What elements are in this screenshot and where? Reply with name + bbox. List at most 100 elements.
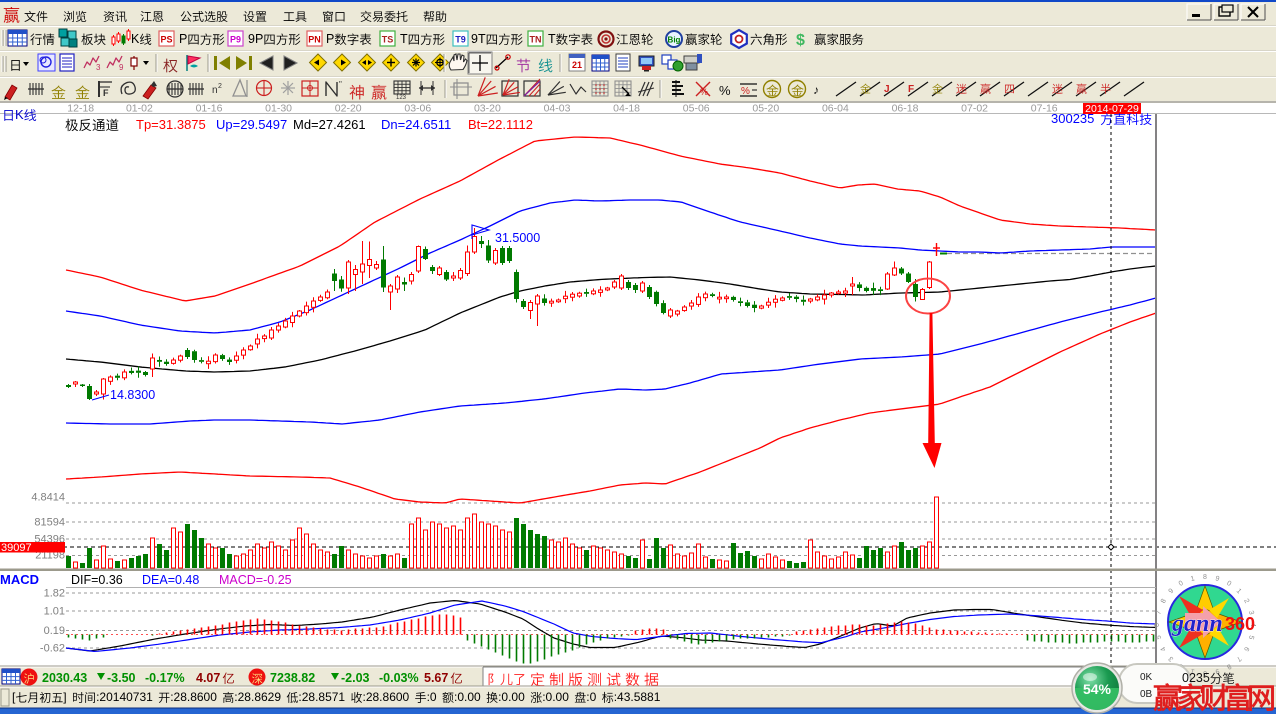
svg-text:9: 9 — [1168, 588, 1176, 596]
svg-text:0B: 0B — [1140, 689, 1153, 700]
svg-text:TN: TN — [530, 35, 542, 45]
svg-text:03-06: 03-06 — [404, 103, 431, 115]
svg-text:P: P — [179, 32, 187, 46]
svg-text:1: 1 — [1190, 667, 1196, 675]
svg-text:T9: T9 — [455, 35, 466, 45]
svg-text:06-18: 06-18 — [892, 103, 919, 115]
svg-text:-0.03%: -0.03% — [379, 671, 419, 685]
svg-text::43.5881: :43.5881 — [614, 690, 661, 704]
svg-text:Bt=22.1112: Bt=22.1112 — [468, 117, 533, 132]
svg-text:1: 1 — [1190, 575, 1196, 583]
svg-text::28.8629: :28.8629 — [234, 690, 281, 704]
svg-text:%: % — [700, 87, 708, 97]
svg-text:07-16: 07-16 — [1031, 103, 1058, 115]
svg-text:%: % — [741, 86, 750, 97]
svg-text:8: 8 — [1203, 574, 1207, 581]
svg-text:21: 21 — [572, 60, 582, 70]
svg-text:54%: 54% — [1083, 681, 1112, 697]
svg-text:F: F — [908, 84, 914, 95]
svg-text:K: K — [15, 107, 24, 122]
svg-text:": " — [339, 80, 342, 89]
svg-text:39097: 39097 — [1, 542, 32, 554]
svg-text:Md=27.4261: Md=27.4261 — [293, 117, 366, 132]
svg-text:DEA=0.48: DEA=0.48 — [142, 573, 199, 587]
svg-text:P9: P9 — [230, 35, 241, 45]
svg-text:%: % — [719, 83, 731, 98]
svg-text:0235: 0235 — [1182, 671, 1210, 685]
svg-text:-0.17%: -0.17% — [145, 671, 185, 685]
svg-text:-3.50: -3.50 — [107, 671, 136, 685]
svg-text:Dn=24.6511: Dn=24.6511 — [381, 117, 451, 132]
svg-text:2: 2 — [218, 83, 222, 90]
svg-text:4: 4 — [1160, 645, 1168, 652]
svg-text:3: 3 — [1168, 655, 1176, 663]
svg-text::28.8600: :28.8600 — [363, 690, 410, 704]
svg-text:Up=29.5497: Up=29.5497 — [216, 117, 287, 132]
svg-text:07-02: 07-02 — [961, 103, 988, 115]
svg-text:]: ] — [63, 690, 66, 704]
svg-text:♪: ♪ — [813, 83, 819, 97]
svg-text:9: 9 — [1214, 667, 1220, 675]
svg-text:31.5000: 31.5000 — [495, 231, 540, 245]
svg-text:T: T — [400, 32, 408, 46]
svg-text:n: n — [212, 85, 218, 96]
svg-text:81594: 81594 — [34, 517, 65, 529]
svg-text:-2.03: -2.03 — [341, 671, 370, 685]
svg-text:2014-07-29: 2014-07-29 — [1085, 103, 1139, 115]
svg-text::20140731: :20140731 — [96, 690, 153, 704]
svg-text::0: :0 — [586, 690, 596, 704]
svg-text:9T: 9T — [471, 32, 486, 46]
svg-text:DIF=0.36: DIF=0.36 — [71, 573, 123, 587]
svg-text:J: J — [884, 84, 890, 95]
svg-text:Tp=31.3875: Tp=31.3875 — [136, 117, 206, 132]
svg-text:0: 0 — [1178, 580, 1185, 588]
svg-text:P: P — [326, 32, 334, 46]
svg-text:7: 7 — [1155, 610, 1163, 616]
svg-text:[: [ — [12, 690, 16, 704]
svg-text:01-16: 01-16 — [196, 103, 223, 115]
svg-text:01-30: 01-30 — [265, 103, 292, 115]
svg-text:8: 8 — [1225, 662, 1232, 670]
svg-text:123: 123 — [396, 95, 407, 101]
svg-text:4: 4 — [1249, 623, 1256, 627]
svg-text:05-20: 05-20 — [752, 103, 779, 115]
svg-text:6: 6 — [1242, 645, 1250, 652]
svg-text:-0.62: -0.62 — [40, 643, 65, 655]
svg-text:4.07: 4.07 — [196, 671, 220, 685]
svg-text:14.8300: 14.8300 — [110, 388, 155, 402]
svg-text:12-18: 12-18 — [67, 103, 94, 115]
svg-text:0K: 0K — [1140, 672, 1153, 683]
svg-text:MACD=-0.25: MACD=-0.25 — [219, 573, 292, 587]
svg-text:MACD: MACD — [0, 572, 39, 587]
svg-text:2: 2 — [1242, 598, 1250, 605]
svg-text:1.01: 1.01 — [44, 606, 65, 618]
svg-text::0.00: :0.00 — [454, 690, 481, 704]
svg-text:05-06: 05-06 — [683, 103, 710, 115]
svg-text::0.00: :0.00 — [542, 690, 569, 704]
svg-text:$: $ — [796, 32, 805, 49]
svg-text:8: 8 — [1160, 598, 1168, 605]
svg-text:3: 3 — [1247, 610, 1255, 616]
svg-text:1: 1 — [1235, 588, 1243, 596]
svg-text:01-02: 01-02 — [126, 103, 153, 115]
svg-text:Big: Big — [668, 36, 681, 45]
svg-text:4.8414: 4.8414 — [31, 492, 65, 504]
svg-text:1.82: 1.82 — [44, 588, 65, 600]
svg-text:04-03: 04-03 — [544, 103, 571, 115]
svg-text:02-20: 02-20 — [335, 103, 362, 115]
svg-text:PN: PN — [308, 35, 321, 45]
svg-text:TS: TS — [382, 35, 394, 45]
svg-text:04-18: 04-18 — [613, 103, 640, 115]
svg-text:9: 9 — [119, 63, 124, 72]
svg-text:3: 3 — [96, 63, 101, 72]
svg-text:5: 5 — [1155, 634, 1163, 640]
svg-text:T: T — [548, 32, 556, 46]
svg-text:0: 0 — [1203, 669, 1207, 676]
svg-text::28.8600: :28.8600 — [170, 690, 217, 704]
svg-text:5.67: 5.67 — [424, 671, 448, 685]
svg-text:K: K — [131, 32, 140, 46]
svg-text:7: 7 — [1235, 655, 1243, 663]
svg-text:gann: gann — [1171, 611, 1223, 637]
svg-text:300235: 300235 — [1051, 111, 1094, 126]
svg-text:06-04: 06-04 — [822, 103, 849, 115]
